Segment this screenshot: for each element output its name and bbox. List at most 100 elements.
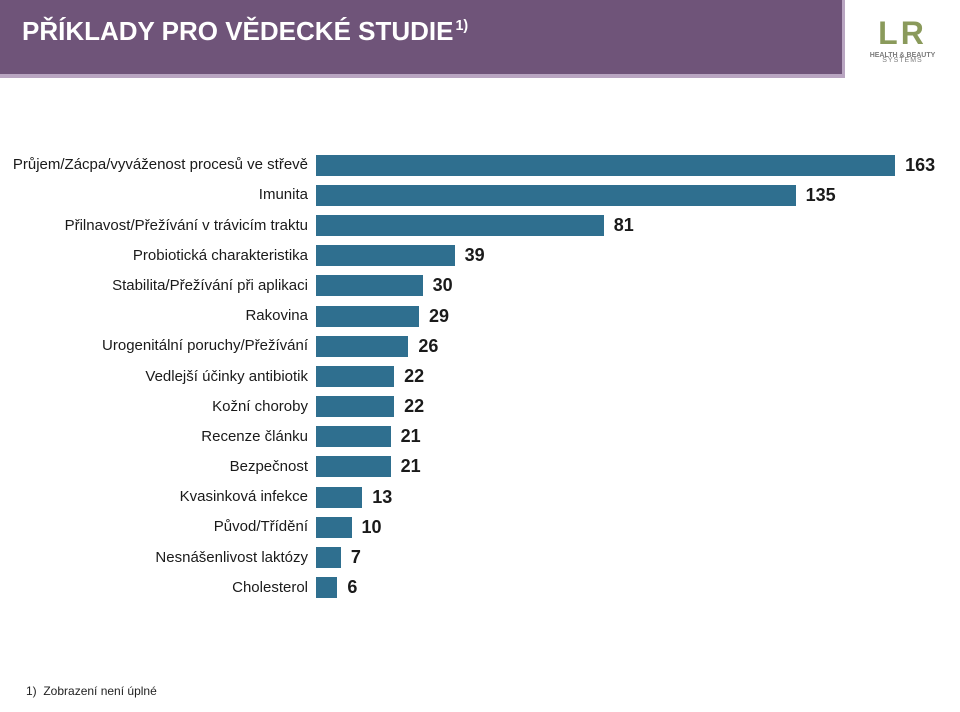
bar (316, 517, 352, 538)
bar-value: 26 (418, 336, 438, 357)
row-label-plain: Kvasinková (180, 488, 261, 505)
chart-row: Bezpečnost 21 (0, 452, 960, 482)
bar-area: 81 (316, 210, 960, 240)
row-label-bold: trávicím traktu (214, 217, 308, 234)
bar (316, 366, 394, 387)
bar (316, 547, 341, 568)
bar (316, 306, 419, 327)
slide-header: PŘÍKLADY PRO VĚDECKÉ STUDIE1) LR HEALTH … (0, 0, 960, 78)
footnote: 1) Zobrazení není úplné (26, 684, 157, 698)
row-label: Původ/Třídění (0, 519, 316, 535)
row-label-plain: Recenze (201, 428, 264, 445)
bar-value: 13 (372, 487, 392, 508)
chart-row: Recenze článku21 (0, 422, 960, 452)
row-label-plain: Nesnášenlivost (155, 549, 261, 566)
row-label: Cholesterol (0, 580, 316, 596)
row-label: Bezpečnost (0, 459, 316, 475)
bar-value: 39 (465, 245, 485, 266)
chart-row: Průjem/Zácpa/vyváženost procesů ve střev… (0, 150, 960, 180)
chart-row: Přilnavost/Přežívání v trávicím traktu 81 (0, 210, 960, 240)
bar-value: 21 (401, 456, 421, 477)
chart-row: Rakovina 29 (0, 301, 960, 331)
bar (316, 487, 362, 508)
title-text: PŘÍKLADY PRO VĚDECKÉ STUDIE (22, 16, 453, 46)
chart-row: Nesnášenlivost laktózy 7 (0, 542, 960, 572)
row-label-bold: procesů ve střevě (190, 156, 308, 173)
chart-row: Urogenitální poruchy/Přežívání 26 (0, 331, 960, 361)
row-label-bold: při aplikaci (237, 277, 308, 294)
row-label: Urogenitální poruchy/Přežívání (0, 338, 316, 354)
bar-area: 21 (316, 422, 960, 452)
footnote-text: Zobrazení není úplné (43, 684, 156, 698)
row-label-bold: článku (265, 428, 308, 445)
title-sup: 1) (455, 18, 468, 34)
row-label-plain: Urogenitální (102, 337, 187, 354)
bar-value: 163 (905, 155, 935, 176)
chart-row: Kvasinková infekce 13 (0, 482, 960, 512)
row-label-plain: Průjem/Zácpa/vyváženost (13, 156, 190, 173)
bar-area: 7 (316, 542, 960, 572)
bar-area: 22 (316, 361, 960, 391)
row-label-bold: účinky antibiotik (202, 368, 308, 385)
row-label: Průjem/Zácpa/vyváženost procesů ve střev… (0, 157, 316, 173)
bar (316, 396, 394, 417)
logo-sub2: SYSTEMS (882, 57, 922, 64)
row-label: Nesnášenlivost laktózy (0, 550, 316, 566)
row-label: Imunita (0, 187, 316, 203)
bar-area: 29 (316, 301, 960, 331)
row-label: Vedlejší účinky antibiotik (0, 369, 316, 385)
bar-value: 7 (351, 547, 361, 568)
row-label-bold: Imunita (259, 186, 308, 203)
bar-area: 26 (316, 331, 960, 361)
bar (316, 456, 391, 477)
row-label-bold: infekce (260, 488, 308, 505)
slide-title: PŘÍKLADY PRO VĚDECKÉ STUDIE1) (22, 16, 468, 47)
row-label: Přilnavost/Přežívání v trávicím traktu (0, 218, 316, 234)
bar-area: 30 (316, 271, 960, 301)
bar-area: 21 (316, 452, 960, 482)
row-label: Kožní choroby (0, 399, 316, 415)
chart-row: Probiotická charakteristika 39 (0, 241, 960, 271)
row-label-bold: charakteristika (211, 247, 308, 264)
chart-row: Cholesterol 6 (0, 573, 960, 603)
bar-value: 22 (404, 396, 424, 417)
logo: LR HEALTH & BEAUTY SYSTEMS (842, 0, 960, 78)
bar-area: 13 (316, 482, 960, 512)
bar-area: 22 (316, 392, 960, 422)
bar-area: 6 (316, 573, 960, 603)
chart-row: Stabilita/Přežívání při aplikaci30 (0, 271, 960, 301)
bar (316, 426, 391, 447)
row-label-bold: choroby (255, 398, 308, 415)
bar-value: 135 (806, 185, 836, 206)
row-label: Recenze článku (0, 429, 316, 445)
bar-value: 10 (362, 517, 382, 538)
bar-value: 6 (347, 577, 357, 598)
bar-chart: Průjem/Zácpa/vyváženost procesů ve střev… (0, 150, 960, 603)
chart-row: Vedlejší účinky antibiotik 22 (0, 361, 960, 391)
row-label-bold: Cholesterol (232, 579, 308, 596)
chart-row: Imunita 135 (0, 180, 960, 210)
bar-area: 10 (316, 512, 960, 542)
bar-area: 163 (316, 150, 960, 180)
bar-value: 30 (433, 275, 453, 296)
bar (316, 275, 423, 296)
bar-value: 29 (429, 306, 449, 327)
bar (316, 245, 455, 266)
row-label-bold: Bezpečnost (230, 458, 308, 475)
row-label-bold: Původ/Třídění (214, 518, 308, 535)
row-label-plain: Vedlejší (145, 368, 202, 385)
row-label-plain: Probiotická (133, 247, 211, 264)
footnote-marker: 1) (26, 684, 37, 698)
chart-row: Kožní choroby 22 (0, 392, 960, 422)
bar (316, 577, 337, 598)
row-label: Probiotická charakteristika (0, 248, 316, 264)
bar (316, 215, 604, 236)
row-label: Kvasinková infekce (0, 489, 316, 505)
row-label: Rakovina (0, 308, 316, 324)
bar (316, 336, 408, 357)
bar-value: 22 (404, 366, 424, 387)
bar-value: 81 (614, 215, 634, 236)
bar-area: 135 (316, 180, 960, 210)
bar (316, 185, 796, 206)
bar-area: 39 (316, 241, 960, 271)
